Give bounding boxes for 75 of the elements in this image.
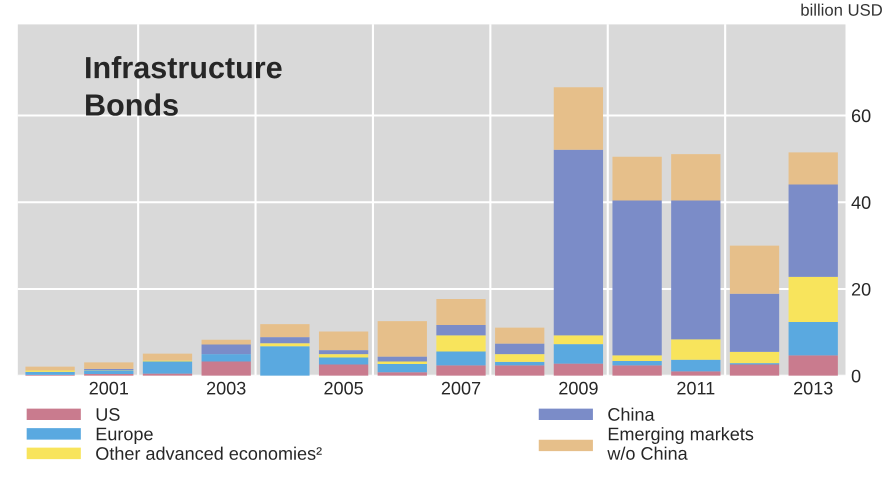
bar	[730, 246, 780, 294]
bar	[612, 365, 662, 376]
bar	[554, 87, 604, 150]
bar	[260, 324, 310, 338]
y-tick-label: 60	[852, 109, 870, 122]
bar	[495, 328, 544, 344]
x-tick-label: 2009	[559, 382, 598, 395]
bar	[260, 337, 310, 344]
x-tick-label: 2005	[324, 382, 363, 395]
bar	[378, 364, 427, 372]
bar	[612, 355, 662, 362]
text: Infrastructure Bonds	[86, 56, 282, 116]
bar	[378, 361, 427, 364]
bar	[378, 321, 427, 357]
bar	[671, 360, 720, 372]
bar	[436, 298, 486, 326]
bar	[202, 354, 251, 362]
bar	[25, 366, 75, 371]
y-tick-label: 20	[852, 282, 870, 296]
x-tick-label: 2007	[442, 382, 480, 395]
bar	[318, 354, 368, 358]
x-tick-label: 2013	[794, 382, 833, 395]
bar	[554, 364, 604, 376]
bar	[202, 344, 251, 354]
bar	[671, 339, 720, 360]
bar	[495, 365, 544, 376]
bar	[612, 200, 662, 356]
bar	[612, 156, 662, 201]
legend-label: Europe	[96, 428, 153, 444]
bar	[25, 372, 75, 375]
bar	[318, 332, 368, 350]
x-tick-label: 2003	[207, 382, 246, 395]
x-tick-label: 2001	[90, 382, 128, 395]
bar	[788, 276, 838, 322]
bar	[788, 355, 838, 376]
y-tick-label: 0	[852, 370, 860, 382]
bar	[260, 346, 310, 376]
bar	[554, 335, 604, 344]
bar	[202, 361, 251, 376]
bar	[671, 200, 720, 340]
bar	[436, 325, 486, 336]
bar	[671, 371, 720, 376]
bar	[554, 344, 604, 364]
bar	[84, 370, 134, 374]
bar	[318, 350, 368, 354]
bar	[730, 294, 780, 352]
bar	[202, 340, 251, 345]
bar	[495, 344, 544, 354]
bar	[495, 362, 544, 366]
bar	[554, 150, 604, 336]
bar	[142, 361, 192, 374]
bar	[436, 351, 486, 366]
legend-label: China	[608, 408, 655, 421]
bar	[788, 322, 838, 356]
bar	[260, 343, 310, 346]
bar	[671, 154, 720, 201]
bar	[436, 365, 486, 376]
y-axis-title: billion USD	[801, 4, 882, 16]
bar	[318, 364, 368, 376]
bar	[318, 358, 368, 364]
bar	[788, 184, 838, 277]
y-tick-label: 40	[851, 196, 870, 209]
bar	[730, 352, 780, 364]
bar	[495, 354, 544, 362]
bar	[436, 335, 486, 352]
legend-label: Other advanced economies²	[96, 446, 322, 460]
bar	[142, 354, 192, 361]
bar	[378, 356, 427, 362]
bar	[730, 364, 780, 376]
x-tick-label: 2011	[677, 382, 714, 395]
legend-label: US	[96, 408, 120, 421]
legend-label: Emerging markets w/o China	[607, 427, 754, 460]
bar	[612, 361, 662, 366]
bar	[788, 152, 838, 184]
bar	[84, 362, 134, 369]
